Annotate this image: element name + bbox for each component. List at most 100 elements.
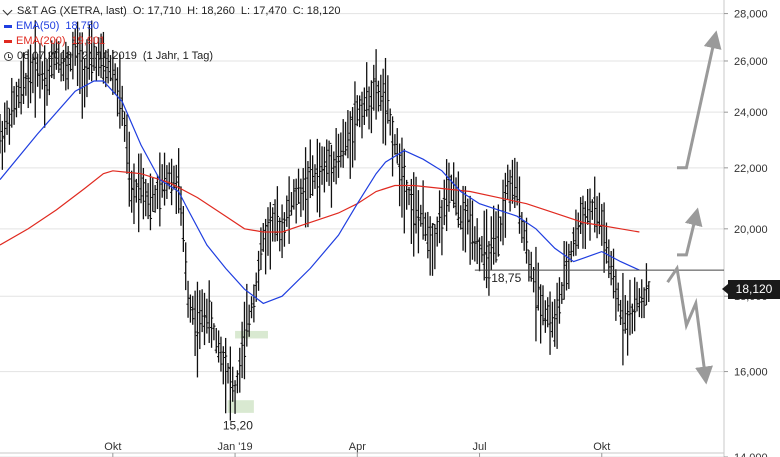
price-bar: [43, 45, 47, 128]
price-bar: [106, 48, 110, 84]
price-bar: [228, 346, 232, 421]
price-bar: [318, 142, 322, 218]
price-bar: [647, 281, 651, 302]
price-bar: [461, 185, 465, 251]
price-bar: [17, 78, 21, 108]
ema50-value: 18,750: [65, 20, 100, 32]
price-bar: [78, 32, 82, 94]
price-bar: [360, 91, 364, 139]
price-bar: [219, 336, 223, 372]
price-bar: [5, 100, 9, 135]
price-bar: [473, 226, 477, 262]
price-bar: [433, 224, 437, 270]
price-bar: [83, 58, 87, 108]
price-bar: [280, 204, 284, 259]
price-bar: [445, 159, 449, 232]
price-bar: [611, 248, 616, 299]
price-bar: [616, 282, 620, 312]
price-bar: [454, 177, 458, 216]
price-bar: [597, 192, 602, 235]
low-zone: [227, 400, 254, 413]
price-bar: [329, 142, 334, 208]
price-bar: [604, 222, 609, 264]
price-bar: [379, 74, 383, 111]
price-bar: [99, 33, 103, 78]
price-bar: [68, 52, 73, 72]
price-bar: [369, 80, 374, 134]
price-bar: [348, 111, 352, 179]
last-price-label: 18,120: [722, 280, 780, 299]
price-bar: [618, 299, 623, 326]
price-bar: [576, 212, 580, 249]
low-label: 15,20: [223, 418, 253, 432]
price-bar: [315, 138, 319, 213]
chevron-down-icon[interactable]: [2, 5, 13, 15]
price-bar: [590, 199, 594, 220]
price-bar: [531, 266, 536, 293]
price-bar: [383, 57, 388, 146]
price-bar: [628, 279, 632, 336]
price-bar: [73, 28, 77, 66]
support-label: ~18,75: [484, 271, 521, 285]
price-bar: [66, 45, 70, 90]
y-tick-label: 20,000: [734, 224, 768, 236]
price-bar: [421, 180, 425, 240]
price-bar: [292, 179, 296, 210]
price-bar: [120, 85, 124, 126]
price-bar: [593, 176, 597, 233]
price-bar: [489, 216, 493, 271]
price-bar: [524, 217, 529, 264]
price-bar: [238, 347, 242, 393]
price-bar: [259, 227, 263, 270]
price-bar: [87, 24, 91, 80]
price-bar: [108, 55, 113, 82]
scenario-arrow-sideways-up: [677, 207, 703, 257]
price-bar: [191, 295, 195, 325]
price-bar: [527, 249, 531, 282]
price-bar: [148, 173, 153, 231]
x-tick-label: Apr: [349, 441, 366, 453]
price-bar: [637, 288, 641, 318]
price-bar: [586, 189, 590, 225]
price-bar: [522, 220, 526, 251]
price-bar: [362, 87, 366, 125]
price-bar: [569, 241, 573, 263]
price-bar: [550, 301, 555, 338]
price-bar: [350, 107, 355, 168]
price-bar: [217, 330, 221, 363]
price-bar: [221, 346, 225, 385]
price-bar: [430, 223, 435, 276]
price-bar: [153, 185, 157, 213]
y-axis-ticks: 14,00016,00018,00020,00022,00024,00026,0…: [724, 9, 768, 457]
price-bar: [480, 235, 484, 263]
price-bar: [240, 321, 244, 379]
price-bar: [633, 277, 637, 332]
price-bar: [313, 164, 317, 189]
price-bar: [574, 209, 578, 256]
price-bar: [249, 296, 254, 319]
price-bars: [0, 20, 651, 421]
price-bar: [426, 211, 430, 259]
price-bar: [188, 294, 193, 323]
high-value: H: 18,260: [187, 5, 235, 17]
price-bar: [327, 140, 331, 186]
price-bar: [50, 40, 54, 79]
price-bar: [358, 95, 362, 128]
price-bar: [390, 116, 395, 177]
price-bar: [235, 370, 240, 394]
ema200-row: EMA(200) 19,901: [4, 34, 340, 49]
price-bar: [21, 52, 26, 104]
low-value: L: 17,470: [240, 5, 287, 17]
price-bar: [548, 291, 552, 355]
price-bar: [487, 241, 491, 296]
instrument-name: S&T AG (XETRA, last): [17, 5, 127, 17]
price-bar: [539, 284, 543, 344]
price-bar: [61, 49, 66, 82]
price-bar: [320, 146, 324, 185]
price-bar: [475, 218, 479, 265]
price-bar: [254, 272, 258, 302]
price-bar: [144, 178, 148, 217]
price-bar: [614, 269, 618, 321]
price-bar: [261, 222, 265, 252]
y-tick-label: 16,000: [734, 367, 768, 379]
